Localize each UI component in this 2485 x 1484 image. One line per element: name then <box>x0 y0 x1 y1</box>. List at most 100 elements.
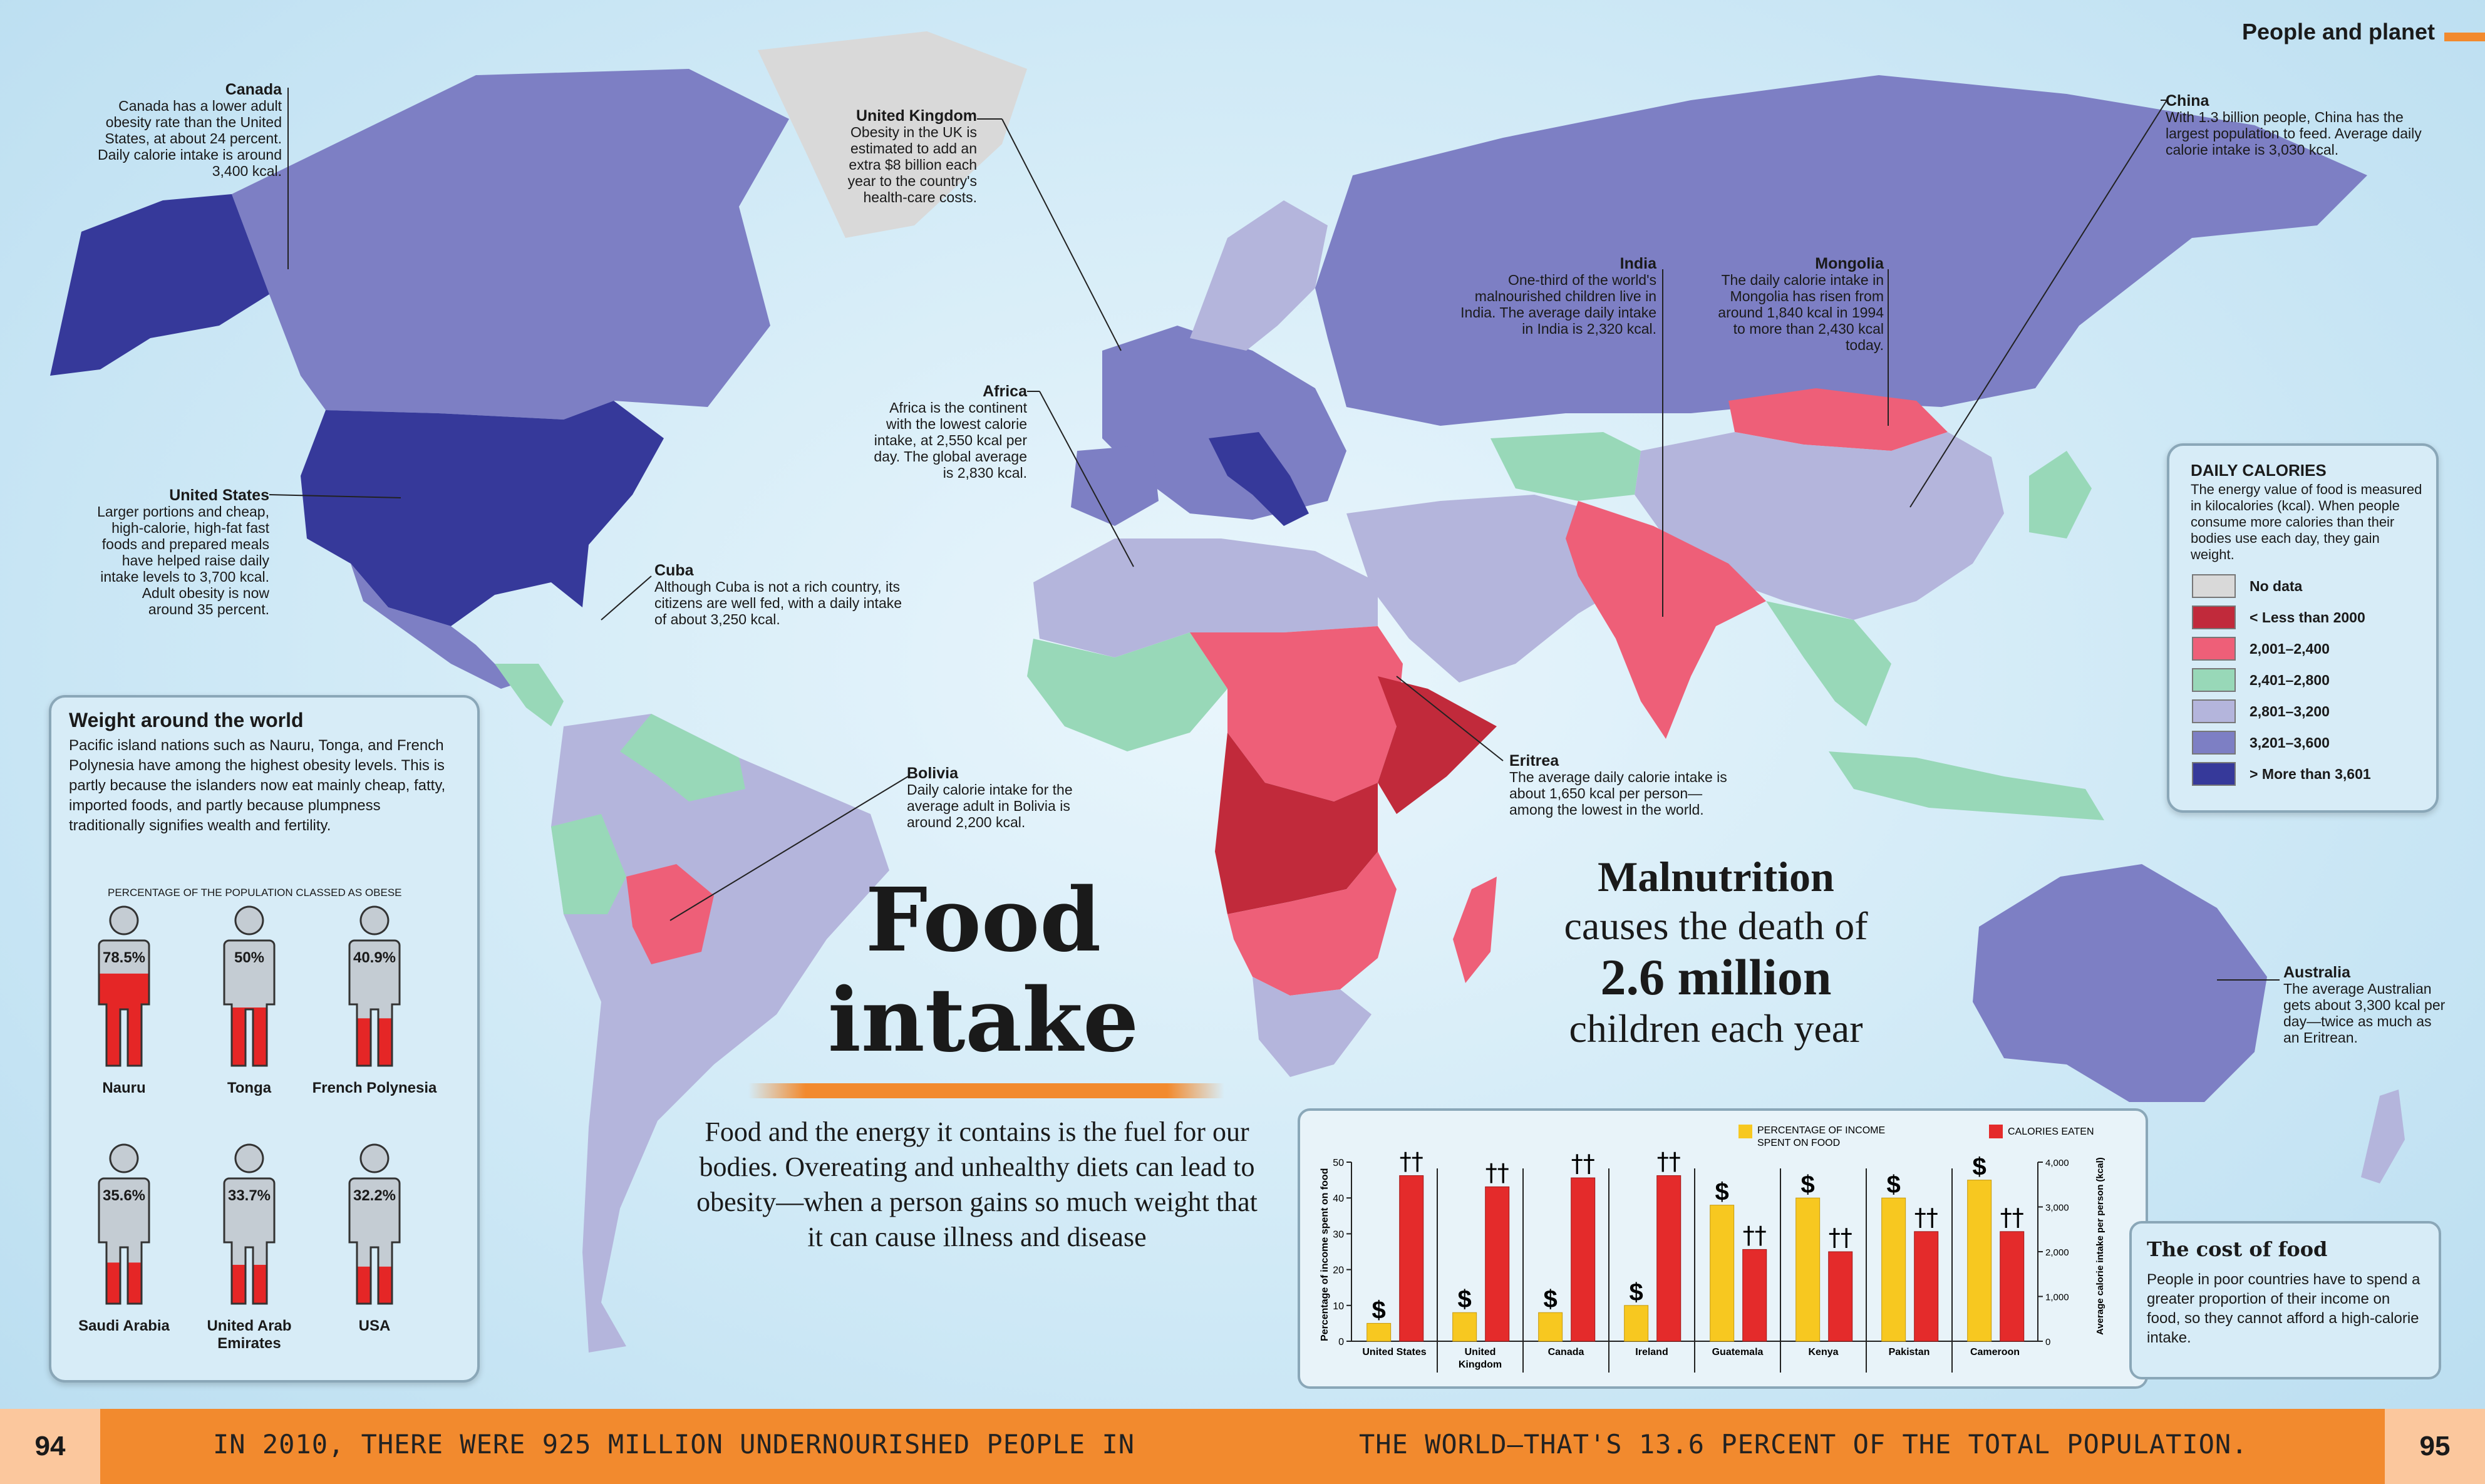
dollar-icon: $ <box>1887 1171 1901 1198</box>
annotation-australia: Australia The average Australian gets ab… <box>2283 964 2446 1046</box>
category-label: Cameroon <box>1970 1347 2020 1358</box>
legend-item: No data <box>2192 574 2302 599</box>
madagascar-shape <box>1453 877 1497 983</box>
malnutrition-line2: causes the death of <box>1564 904 1868 948</box>
obesity-country: Tonga <box>227 1080 272 1096</box>
obesity-country: Nauru <box>102 1080 146 1096</box>
annotation-uk: United Kingdom Obesity in the UK is esti… <box>833 108 977 205</box>
income-bar <box>1795 1197 1821 1342</box>
obesity-figure: 35.6% Saudi Arabia <box>78 1142 170 1334</box>
income-bar <box>1881 1197 1906 1342</box>
malnutrition-callout: Malnutrition causes the death of 2.6 mil… <box>1503 852 1929 1053</box>
left-tick-label: 40 <box>1333 1193 1344 1204</box>
annotation-title: China <box>2166 92 2209 110</box>
obesity-percent: 50% <box>234 949 265 966</box>
category-label: Kingdom <box>1459 1359 1502 1370</box>
dollar-icon: $ <box>1372 1296 1386 1324</box>
cutlery-icon: †† <box>1743 1221 1767 1249</box>
annotation-text: Larger portions and cheap, high-calorie,… <box>97 503 269 617</box>
annotation-text: The average Australian gets about 3,300 … <box>2283 981 2446 1046</box>
ecuador-peru-shape <box>551 814 626 914</box>
annotation-title: Eritrea <box>1509 752 1559 770</box>
dollar-icon: $ <box>1801 1171 1815 1198</box>
obesity-country: Saudi Arabia <box>78 1317 170 1334</box>
annotation-cuba: Cuba Although Cuba is not a rich country… <box>654 562 917 627</box>
weight-text: Pacific island nations such as Nauru, To… <box>69 737 446 834</box>
annotation-title: Canada <box>225 81 282 98</box>
cutlery-icon: †† <box>1571 1150 1595 1177</box>
right-page-number: 95 <box>2385 1409 2485 1484</box>
income-bar <box>1538 1312 1563 1342</box>
brazil-north-shape <box>620 714 745 801</box>
legend-item: 3,201–3,600 <box>2192 730 2330 755</box>
southern-africa-shape <box>1227 852 1397 996</box>
income-bar <box>1967 1180 1992 1342</box>
alaska-shape <box>50 194 269 376</box>
malnutrition-figure: 2.6 million <box>1600 949 1832 1006</box>
category-label: Kenya <box>1808 1347 1838 1358</box>
legend-item: < Less than 2000 <box>2192 605 2365 630</box>
malnutrition-line1: Malnutrition <box>1598 853 1834 900</box>
calorie-bar <box>1485 1186 1510 1342</box>
annotation-india: India One-third of the world's malnouris… <box>1453 255 1656 337</box>
italy-balkans-shape <box>1209 432 1309 526</box>
right-tick-label: 3,000 <box>2045 1203 2069 1213</box>
bolivia-shape <box>626 864 714 964</box>
annotation-title: United Kingdom <box>855 107 977 125</box>
annotation-eritrea: Eritrea The average daily calorie intake… <box>1509 753 1741 818</box>
income-bar <box>1452 1312 1477 1342</box>
central-africa-shape <box>1190 626 1403 801</box>
cost-chart: 0 10 20 30 40 50 0 1,000 2,000 3,000 4,000 Percenta… <box>1320 1125 2105 1373</box>
annotation-title: India <box>1620 255 1656 272</box>
india-shape <box>1566 501 1766 739</box>
obesity-figure: 78.5% Nauru <box>86 904 162 1096</box>
central-america-shape <box>495 664 564 726</box>
cutlery-icon: †† <box>1829 1224 1852 1251</box>
legend-swatch-calories <box>1989 1125 2003 1138</box>
legend-swatch-income <box>1738 1125 1752 1138</box>
legend-label: No data <box>2250 577 2303 594</box>
annotation-text: One-third of the world's malnourished ch… <box>1460 272 1656 337</box>
japan-korea-shape <box>2029 451 2092 538</box>
category-label: Ireland <box>1635 1347 1668 1358</box>
calorie-bar <box>1571 1177 1596 1342</box>
legend-label: > More than 3,601 <box>2250 765 2371 782</box>
annotation-title: Mongolia <box>1815 255 1884 272</box>
obesity-country: United Arab Emirates <box>207 1317 292 1352</box>
legend-label-income: PERCENTAGE OF INCOME <box>1757 1125 1885 1136</box>
cost-text: People in poor countries have to spend a… <box>2147 1271 2420 1346</box>
scandinavia-shape <box>1190 200 1328 351</box>
person-icon <box>348 1143 401 1305</box>
obesity-country: USA <box>358 1317 391 1334</box>
obesity-percent: 35.6% <box>102 1187 146 1204</box>
annotation-text: Africa is the continent with the lowest … <box>874 399 1027 481</box>
annotation-title: Bolivia <box>907 765 958 782</box>
calorie-bar <box>1656 1175 1682 1342</box>
legend-panel: DAILY CALORIES The energy value of food … <box>2167 443 2439 813</box>
legend-swatch <box>2192 668 2236 692</box>
annotation-canada: Canada Canada has a lower adult obesity … <box>88 81 282 179</box>
congo-shape <box>1215 733 1378 914</box>
income-bar <box>1366 1322 1392 1342</box>
annotation-title: Africa <box>983 383 1027 400</box>
title-underline <box>748 1083 1224 1098</box>
obesity-percent: 33.7% <box>227 1187 271 1204</box>
page-title: Food intake <box>827 870 1140 1071</box>
legend-label-calories: CALORIES EATEN <box>2008 1126 2094 1137</box>
obesity-percent: 32.2% <box>353 1187 396 1204</box>
category-label: United States <box>1362 1347 1426 1358</box>
person-icon <box>223 1143 276 1305</box>
right-tick-label: 4,000 <box>2045 1158 2069 1168</box>
calorie-bar <box>1914 1231 1939 1342</box>
person-icon <box>98 905 150 1067</box>
north-africa-shape <box>1033 538 1378 657</box>
annotation-title: Cuba <box>654 562 694 579</box>
annotation-text: The daily calorie intake in Mongolia has… <box>1718 272 1884 353</box>
legend-label: 2,001–2,400 <box>2250 640 2330 657</box>
footer-bar <box>0 1409 2485 1484</box>
west-africa-shape <box>1027 632 1227 751</box>
horn-of-africa-shape <box>1378 676 1497 814</box>
obesity-figure: 33.7% United Arab Emirates <box>207 1142 292 1352</box>
y2-axis-label: Average calorie intake per person (kcal) <box>2095 1157 2105 1335</box>
